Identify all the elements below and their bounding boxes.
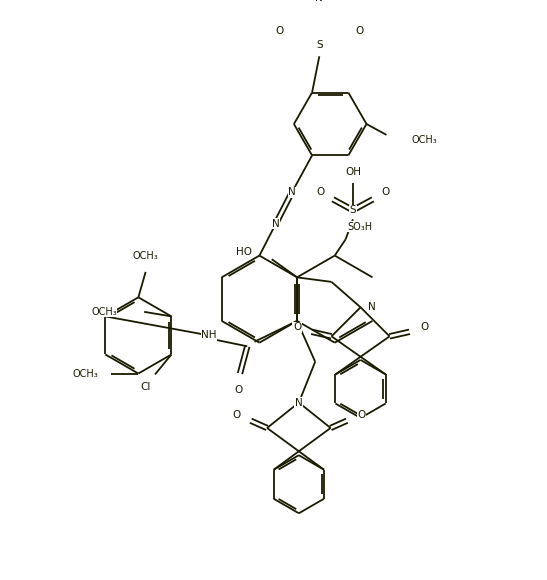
Text: N: N	[295, 397, 302, 408]
Text: S: S	[350, 205, 356, 215]
Text: O: O	[232, 410, 240, 420]
Text: O: O	[316, 187, 324, 197]
Text: O: O	[275, 26, 283, 36]
Text: OCH₃: OCH₃	[133, 252, 159, 262]
Text: O: O	[357, 410, 365, 420]
Text: N: N	[288, 187, 296, 197]
Text: N: N	[368, 302, 376, 312]
Text: SO₃H: SO₃H	[347, 222, 373, 231]
Text: OH: OH	[345, 167, 361, 177]
Text: O: O	[355, 26, 363, 36]
Text: OCH₃: OCH₃	[91, 307, 117, 317]
Text: O: O	[420, 322, 428, 332]
Text: OCH₃: OCH₃	[412, 135, 438, 146]
Text: O: O	[234, 385, 242, 395]
Text: Cl: Cl	[141, 382, 151, 392]
Text: N: N	[316, 0, 323, 3]
Text: S: S	[316, 41, 323, 50]
Text: O: O	[381, 187, 389, 197]
Text: OCH₃: OCH₃	[73, 368, 98, 379]
Text: HO: HO	[236, 247, 252, 257]
Text: NH: NH	[201, 331, 217, 340]
Text: N: N	[272, 219, 280, 229]
Text: O: O	[293, 322, 301, 332]
